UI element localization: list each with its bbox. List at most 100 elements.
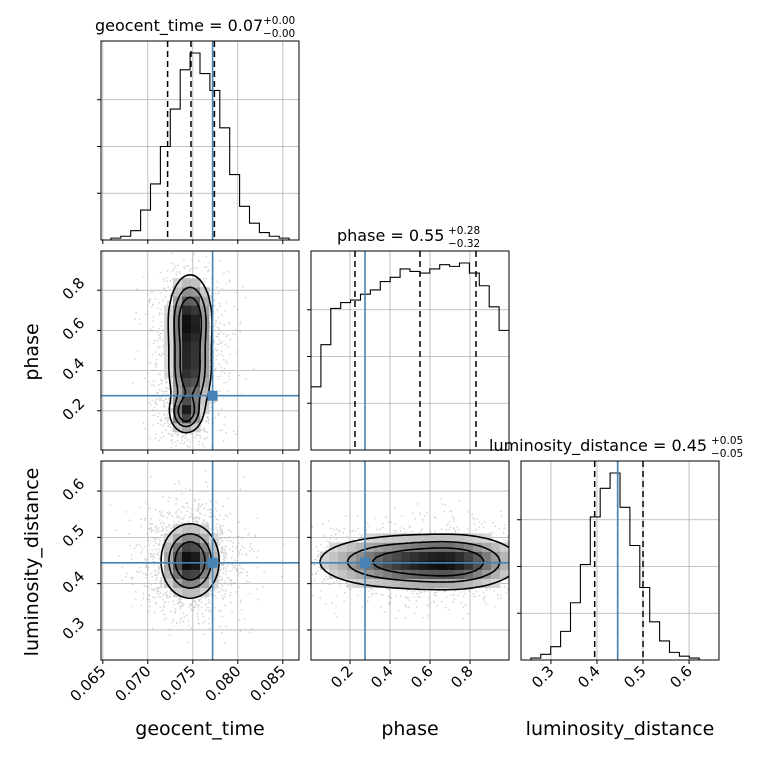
- density-cell: [182, 278, 192, 288]
- density-cell: [410, 578, 420, 589]
- density-cell: [182, 296, 192, 306]
- density-cell: [401, 533, 411, 543]
- density-cell: [473, 542, 483, 552]
- density-cell: [173, 305, 183, 315]
- density-cell: [464, 578, 474, 589]
- ylabel-luminosity-distance: luminosity_distance: [21, 468, 43, 657]
- hist-step-geocent-time: [101, 52, 299, 241]
- title-phase: phase = 0.55: [337, 226, 444, 245]
- density-cell: [209, 569, 219, 579]
- density-cell: [191, 404, 201, 415]
- density-cell: [392, 560, 402, 570]
- density-cell: [173, 350, 183, 360]
- x-tick-label: 0.4: [574, 662, 604, 692]
- density-cell: [437, 569, 447, 579]
- density-cell: [428, 551, 438, 561]
- density-cell: [182, 332, 192, 342]
- density-cell: [182, 422, 192, 433]
- density-cell: [374, 560, 384, 570]
- density-cell: [491, 542, 501, 552]
- density-cell: [209, 551, 219, 561]
- density-cell: [173, 413, 183, 424]
- density-cell: [347, 542, 357, 552]
- density-cell: [428, 560, 438, 570]
- density-cell: [383, 533, 393, 543]
- hist-panel-phase: [307, 250, 510, 454]
- density-cell: [182, 533, 192, 543]
- density-cell: [200, 533, 210, 543]
- density-cell: [464, 569, 474, 579]
- joint-frame: [310, 460, 510, 661]
- y-tick-label: 0.6: [59, 314, 89, 344]
- density-cell: [455, 578, 465, 589]
- contour-line: [177, 296, 203, 423]
- density-cell: [365, 569, 375, 579]
- density-cell: [437, 578, 447, 589]
- joint-panel-geocent-time-vs-phase: 0.2 0.4 0.6 0.8: [59, 250, 300, 454]
- density-cell: [191, 341, 201, 351]
- density-cell: [173, 332, 183, 342]
- contour-line: [168, 533, 213, 589]
- density-cell: [374, 533, 384, 543]
- density-cell: [329, 560, 339, 570]
- density-cell: [329, 569, 339, 579]
- density-cell: [482, 578, 492, 589]
- density-cell: [200, 542, 210, 552]
- contour-line: [174, 541, 206, 581]
- density-cell: [182, 368, 192, 379]
- x-tick-label: 0.6: [407, 662, 437, 692]
- hist-frame: [100, 40, 300, 241]
- density-cell: [182, 413, 192, 424]
- density-cell: [173, 323, 183, 333]
- hist-background: [101, 41, 299, 240]
- density-cell: [200, 332, 210, 342]
- joint-content: [101, 251, 299, 450]
- title-geocent-time: geocent_time = 0.07: [95, 16, 263, 36]
- density-cell: [173, 569, 183, 579]
- hist-step-phase: [311, 262, 509, 388]
- density-cell: [182, 323, 192, 333]
- density-cell: [392, 533, 402, 543]
- density-cell: [191, 278, 201, 288]
- density-cell: [182, 314, 192, 324]
- xlabel-phase: phase: [381, 718, 438, 740]
- y-tick-label: 0.4: [59, 567, 89, 597]
- density-cell: [428, 542, 438, 552]
- density-cell: [191, 578, 201, 589]
- density-cell: [401, 551, 411, 561]
- x-tick-label: 0.3: [528, 662, 558, 692]
- density-cell: [410, 560, 420, 570]
- density-cell: [428, 569, 438, 579]
- title-geocent-time-minus: −0.00: [263, 28, 295, 40]
- density-cell: [191, 332, 201, 342]
- joint-panel-phase-vs-luminosity-distance: 0.2 0.4 0.6 0.8: [307, 460, 510, 692]
- y-tick-label: 0.5: [59, 521, 89, 551]
- density-cell: [209, 542, 219, 552]
- xlabel-geocent-time: geocent_time: [135, 718, 264, 740]
- density-cell: [392, 569, 402, 579]
- density-cell: [173, 359, 183, 369]
- density-cell: [191, 422, 201, 433]
- title-geocent-time-plus: +0.00: [263, 15, 295, 27]
- y-tick-label: 0.6: [59, 475, 89, 505]
- density-cell: [419, 560, 429, 570]
- contour-line: [173, 286, 207, 428]
- density-cell: [164, 533, 174, 543]
- density-cell: [347, 569, 357, 579]
- density-cell: [446, 560, 456, 570]
- density-cell: [338, 551, 348, 561]
- ylabel-phase: phase: [21, 323, 43, 380]
- density-cell: [182, 542, 192, 552]
- density-cell: [446, 578, 456, 589]
- titles-layer: geocent_time = 0.07 +0.00 −0.00 phase = …: [95, 15, 743, 460]
- density-cell: [200, 377, 210, 388]
- density-cell: [200, 395, 210, 406]
- density-cell: [419, 533, 429, 543]
- density-cell: [473, 533, 483, 543]
- density-cell: [173, 341, 183, 351]
- density-cell: [482, 560, 492, 570]
- hist-panel-geocent-time: [97, 40, 300, 244]
- density-cell: [182, 350, 192, 360]
- density-cell: [200, 323, 210, 333]
